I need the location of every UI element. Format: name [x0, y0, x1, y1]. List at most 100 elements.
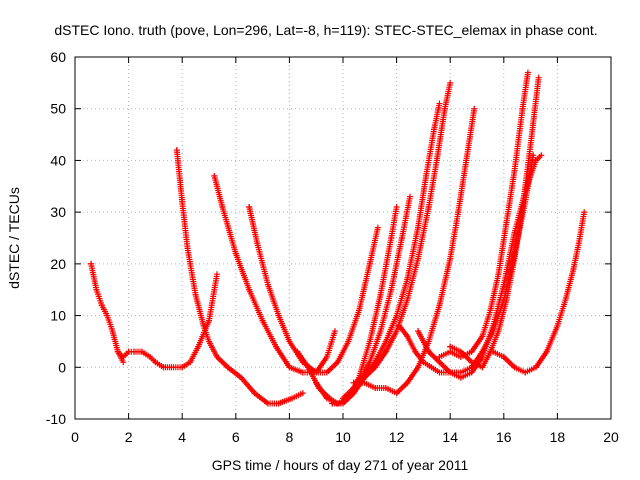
- data-point: [538, 152, 545, 159]
- data-point: [457, 353, 464, 360]
- data-point: [447, 79, 454, 86]
- data-point: [184, 245, 191, 252]
- data-point: [382, 384, 389, 391]
- data-point: [382, 348, 389, 355]
- data-point: [436, 100, 443, 107]
- data-point: [407, 193, 413, 200]
- tick-labels: 0 2 4 6 8 10 12 14 16 18 20 -10 0 10 20 30 40 50 60: [46, 49, 619, 445]
- data-point: [479, 333, 486, 340]
- data-point: [372, 384, 379, 391]
- series-arc-13: [436, 69, 531, 360]
- data-point: [372, 364, 379, 371]
- data-point: [323, 369, 330, 376]
- y-tick-label: 40: [50, 152, 66, 168]
- data-point: [334, 359, 341, 366]
- y-tick-label: 30: [50, 204, 66, 220]
- data-point: [532, 157, 539, 164]
- data-point: [275, 312, 282, 319]
- data-point: [490, 322, 497, 329]
- data-point: [415, 364, 422, 371]
- data-point: [393, 312, 400, 319]
- data-point: [93, 286, 100, 293]
- data-point: [187, 359, 194, 366]
- data-point: [396, 322, 403, 329]
- data-point: [179, 198, 186, 205]
- data-point: [275, 400, 282, 407]
- data-point: [468, 369, 475, 376]
- data-point: [425, 348, 432, 355]
- data-point: [173, 147, 180, 154]
- data-point: [479, 353, 486, 360]
- data-point: [289, 395, 296, 402]
- series-arc-15: [490, 209, 588, 376]
- data-point: [393, 390, 400, 397]
- data-point: [425, 338, 432, 345]
- data-point: [524, 69, 531, 76]
- data-point: [479, 364, 486, 371]
- data-point: [562, 297, 569, 304]
- y-tick-label: 60: [50, 49, 66, 65]
- data-point: [192, 291, 199, 298]
- data-point: [340, 395, 346, 402]
- data-point: [522, 369, 529, 376]
- data-point: [428, 364, 435, 371]
- data-point: [246, 286, 253, 293]
- data-point: [495, 328, 502, 335]
- data-point: [88, 260, 95, 267]
- series-arc-14: [447, 74, 542, 371]
- data-point: [420, 359, 427, 366]
- series-arc-6: [294, 203, 400, 407]
- series-layer: [88, 69, 588, 407]
- x-tick-label: 20: [603, 429, 619, 445]
- y-tick-label: -10: [46, 411, 66, 427]
- data-point: [404, 379, 411, 386]
- data-point: [152, 359, 159, 366]
- data-point: [393, 203, 400, 210]
- data-point: [264, 281, 271, 288]
- data-point: [331, 328, 338, 335]
- data-point: [447, 369, 454, 376]
- data-point: [340, 400, 346, 407]
- data-point: [487, 307, 494, 314]
- data-point: [345, 338, 352, 345]
- data-point: [356, 307, 363, 314]
- data-point: [495, 271, 502, 278]
- data-point: [519, 105, 526, 112]
- x-tick-label: 2: [125, 429, 133, 445]
- data-point: [211, 172, 218, 179]
- x-tick-label: 16: [496, 429, 512, 445]
- data-point: [130, 348, 137, 355]
- x-tick-label: 6: [232, 429, 240, 445]
- series-arc-10: [350, 105, 478, 397]
- data-point: [500, 353, 507, 360]
- data-point: [503, 297, 510, 304]
- data-point: [214, 271, 221, 278]
- data-point: [195, 343, 202, 350]
- data-point: [575, 240, 582, 247]
- data-point: [436, 302, 443, 309]
- series-arc-5: [246, 203, 381, 376]
- data-point: [388, 235, 395, 241]
- data-point: [532, 364, 539, 371]
- y-axis-label: dSTEC / TECUs: [6, 187, 22, 289]
- data-point: [168, 364, 175, 371]
- data-point: [519, 203, 526, 210]
- series-line: [248, 206, 379, 374]
- data-point: [490, 348, 497, 355]
- data-point: [294, 348, 301, 355]
- marker-trail: [246, 203, 381, 376]
- data-point: [104, 312, 111, 319]
- series-arc-8: [329, 100, 443, 407]
- data-point: [264, 400, 271, 407]
- series-arc-1: [88, 260, 127, 366]
- data-point: [350, 379, 357, 386]
- data-point: [511, 255, 518, 262]
- data-point: [206, 317, 212, 324]
- data-point: [224, 364, 231, 371]
- x-axis-label: GPS time / hours of day 271 of year 2011: [212, 457, 469, 473]
- data-point: [219, 203, 226, 210]
- data-point: [404, 297, 411, 304]
- data-point: [200, 322, 207, 329]
- data-point: [254, 240, 261, 247]
